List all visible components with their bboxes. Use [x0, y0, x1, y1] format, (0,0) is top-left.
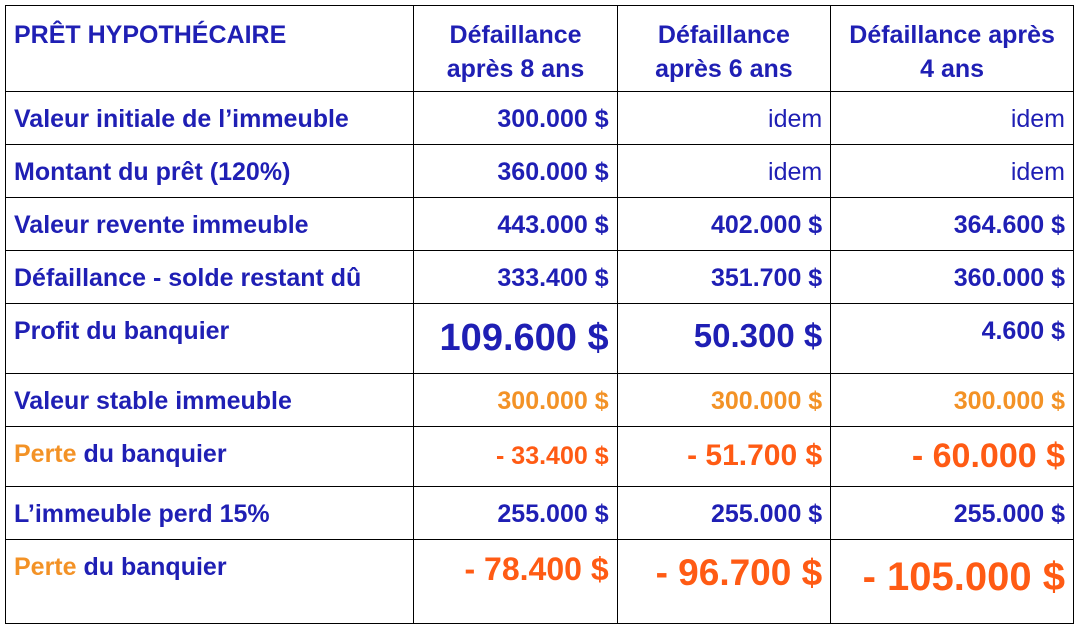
- cell-value: 333.400 $: [413, 250, 618, 304]
- cell-value: - 51.700 $: [616, 426, 832, 487]
- cell-value: 351.700 $: [616, 250, 832, 304]
- loss-label-rest: du banquier: [76, 553, 227, 581]
- cell-value: 364.600 $: [830, 197, 1074, 251]
- cell-value: 402.000 $: [616, 197, 832, 251]
- cell-value: - 78.400 $: [413, 539, 618, 624]
- cell-value: 255.000 $: [413, 486, 618, 540]
- cell-value: idem: [616, 91, 832, 145]
- row-label: Profit du banquier: [4, 303, 415, 374]
- cell-value: 300.000 $: [616, 373, 832, 427]
- row-label: Défaillance - solde restant dû: [4, 250, 415, 304]
- cell-value: 300.000 $: [413, 91, 618, 145]
- row-label: Perte du banquier: [4, 426, 415, 487]
- cell-value: 443.000 $: [413, 197, 618, 251]
- cell-value: 360.000 $: [830, 250, 1074, 304]
- header-row: PRÊT HYPOTHÉCAIRE Défaillance après 8 an…: [4, 5, 1074, 92]
- mortgage-table: PRÊT HYPOTHÉCAIRE Défaillance après 8 an…: [4, 5, 1074, 624]
- cell-value: idem: [830, 91, 1074, 145]
- cell-value: - 33.400 $: [413, 426, 618, 487]
- row-label: Valeur initiale de l’immeuble: [4, 91, 415, 145]
- cell-value: 255.000 $: [830, 486, 1074, 540]
- header-col-8-years: Défaillance après 8 ans: [413, 5, 618, 92]
- row-resale-value: Valeur revente immeuble 443.000 $ 402.00…: [4, 197, 1074, 251]
- row-banker-loss-15: Perte du banquier - 78.400 $ - 96.700 $ …: [4, 539, 1074, 624]
- cell-value: 4.600 $: [830, 303, 1074, 374]
- row-initial-value: Valeur initiale de l’immeuble 300.000 $ …: [4, 91, 1074, 145]
- loss-label-rest: du banquier: [76, 440, 227, 468]
- header-col-4-years: Défaillance après 4 ans: [830, 5, 1074, 92]
- cell-value: 255.000 $: [616, 486, 832, 540]
- row-label: Perte du banquier: [4, 539, 415, 624]
- cell-value: 360.000 $: [413, 144, 618, 198]
- row-label: L’immeuble perd 15%: [4, 486, 415, 540]
- cell-value: 50.300 $: [616, 303, 832, 374]
- cell-value: - 96.700 $: [616, 539, 832, 624]
- row-loan-amount: Montant du prêt (120%) 360.000 $ idem id…: [4, 144, 1074, 198]
- loss-word: Perte: [14, 440, 77, 468]
- row-label: Montant du prêt (120%): [4, 144, 415, 198]
- cell-value: - 105.000 $: [830, 539, 1074, 624]
- table-title: PRÊT HYPOTHÉCAIRE: [4, 5, 415, 92]
- header-col-6-years: Défaillance après 6 ans: [616, 5, 832, 92]
- row-label: Valeur stable immeuble: [4, 373, 415, 427]
- row-property-loses-15: L’immeuble perd 15% 255.000 $ 255.000 $ …: [4, 486, 1074, 540]
- cell-value: 109.600 $: [413, 303, 618, 374]
- cell-value: idem: [616, 144, 832, 198]
- row-banker-profit: Profit du banquier 109.600 $ 50.300 $ 4.…: [4, 303, 1074, 374]
- cell-value: idem: [830, 144, 1074, 198]
- loss-word: Perte: [14, 553, 77, 581]
- cell-value: - 60.000 $: [830, 426, 1074, 487]
- cell-value: 300.000 $: [830, 373, 1074, 427]
- row-remaining-balance: Défaillance - solde restant dû 333.400 $…: [4, 250, 1074, 304]
- cell-value: 300.000 $: [413, 373, 618, 427]
- row-banker-loss-stable: Perte du banquier - 33.400 $ - 51.700 $ …: [4, 426, 1074, 487]
- row-label: Valeur revente immeuble: [4, 197, 415, 251]
- row-stable-value: Valeur stable immeuble 300.000 $ 300.000…: [4, 373, 1074, 427]
